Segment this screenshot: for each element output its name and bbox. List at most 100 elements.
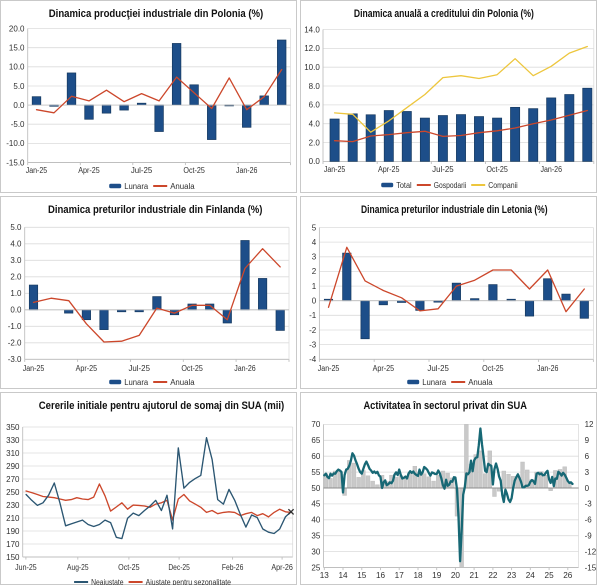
svg-text:12.0: 12.0 [304, 44, 320, 53]
svg-text:65: 65 [311, 436, 320, 445]
svg-text:Apr-25: Apr-25 [76, 364, 98, 373]
svg-text:Oct-25: Oct-25 [486, 165, 508, 174]
svg-text:45: 45 [311, 500, 320, 509]
svg-text:0.0: 0.0 [10, 306, 22, 315]
svg-text:2.0: 2.0 [10, 273, 22, 282]
svg-text:Lunara: Lunara [422, 378, 447, 387]
svg-text:40: 40 [311, 516, 320, 525]
svg-text:50: 50 [311, 484, 320, 493]
svg-text:20: 20 [451, 571, 461, 580]
svg-text:4.0: 4.0 [309, 120, 321, 129]
svg-text:Dinamica preturilor industrial: Dinamica preturilor industriale din Leto… [361, 204, 548, 216]
svg-text:-15: -15 [585, 563, 597, 572]
svg-text:250: 250 [6, 488, 20, 497]
svg-text:Cererile initiale pentru ajuto: Cererile initiale pentru ajutorul de som… [39, 400, 285, 412]
svg-text:350: 350 [6, 423, 20, 432]
svg-text:270: 270 [6, 475, 20, 484]
svg-text:23: 23 [507, 571, 517, 580]
svg-text:10.0: 10.0 [9, 63, 25, 72]
svg-text:-1: -1 [309, 311, 317, 320]
svg-text:Dinamica anuală a creditului d: Dinamica anuală a creditului din Polonia… [354, 8, 534, 20]
svg-text:14: 14 [338, 571, 348, 580]
svg-text:Apr-25: Apr-25 [378, 165, 400, 174]
svg-text:24: 24 [526, 571, 536, 580]
svg-text:Jan-25: Jan-25 [324, 165, 346, 174]
svg-text:Dinamica producţiei industrial: Dinamica producţiei industriale din Polo… [49, 8, 264, 20]
svg-text:330: 330 [6, 436, 20, 445]
svg-text:9: 9 [585, 436, 590, 445]
svg-text:0: 0 [585, 484, 590, 493]
svg-text:Jan-25: Jan-25 [26, 166, 48, 175]
svg-text:1.0: 1.0 [10, 289, 22, 298]
svg-text:35: 35 [311, 532, 320, 541]
svg-text:10.0: 10.0 [304, 63, 320, 72]
svg-text:Neajustate: Neajustate [91, 578, 124, 585]
svg-text:Jul-25: Jul-25 [131, 166, 153, 175]
svg-text:Dinamica preturilor industrial: Dinamica preturilor industriale din Finl… [48, 204, 263, 216]
svg-text:3: 3 [585, 468, 590, 477]
svg-text:Apr-25: Apr-25 [373, 364, 395, 373]
svg-text:-4: -4 [309, 355, 317, 364]
svg-text:310: 310 [6, 449, 20, 458]
svg-text:290: 290 [6, 462, 20, 471]
svg-text:Jul-25: Jul-25 [128, 364, 150, 373]
svg-text:19: 19 [432, 571, 442, 580]
svg-text:-15.0: -15.0 [6, 158, 25, 167]
svg-text:Total: Total [396, 181, 412, 190]
svg-text:230: 230 [6, 501, 20, 510]
svg-text:4.0: 4.0 [10, 240, 22, 249]
svg-text:-6: -6 [585, 516, 593, 525]
svg-text:Anuala: Anuala [170, 182, 195, 191]
svg-text:3: 3 [312, 253, 317, 262]
svg-text:Anuala: Anuala [468, 378, 493, 387]
svg-text:30: 30 [311, 547, 320, 556]
svg-text:Jan-25: Jan-25 [23, 364, 45, 373]
svg-text:-3: -3 [585, 500, 593, 509]
svg-text:210: 210 [6, 514, 20, 523]
svg-text:Oct-25: Oct-25 [482, 364, 504, 373]
svg-text:Oct-25: Oct-25 [181, 364, 203, 373]
svg-text:15.0: 15.0 [9, 43, 25, 52]
svg-text:2: 2 [312, 267, 317, 276]
svg-text:Ajustate pentru sezonalitate: Ajustate pentru sezonalitate [146, 578, 232, 585]
svg-text:-5.0: -5.0 [11, 120, 25, 129]
svg-text:-10.0: -10.0 [6, 139, 25, 148]
svg-text:Jan-26: Jan-26 [540, 165, 562, 174]
svg-text:3.0: 3.0 [10, 256, 22, 265]
svg-text:Feb-26: Feb-26 [222, 563, 244, 572]
svg-text:170: 170 [6, 540, 20, 549]
svg-text:Jan-26: Jan-26 [234, 364, 256, 373]
svg-text:25: 25 [545, 571, 555, 580]
svg-text:Jan-26: Jan-26 [537, 364, 559, 373]
svg-text:5.0: 5.0 [10, 223, 22, 232]
svg-text:6.0: 6.0 [309, 101, 321, 110]
svg-text:Jul-25: Jul-25 [427, 364, 449, 373]
svg-text:18: 18 [413, 571, 423, 580]
svg-text:4: 4 [312, 238, 317, 247]
svg-text:8.0: 8.0 [309, 82, 321, 91]
svg-text:Apr-26: Apr-26 [271, 563, 293, 572]
svg-text:0: 0 [312, 297, 317, 306]
svg-text:Apr-25: Apr-25 [78, 166, 100, 175]
svg-text:16: 16 [376, 571, 386, 580]
svg-text:Lunara: Lunara [124, 182, 149, 191]
svg-text:150: 150 [6, 553, 20, 562]
svg-text:-2: -2 [309, 326, 317, 335]
svg-text:-3: -3 [309, 340, 317, 349]
svg-text:20.0: 20.0 [9, 24, 25, 33]
svg-text:25: 25 [311, 563, 320, 572]
svg-text:17: 17 [395, 571, 405, 580]
svg-text:Oct-25: Oct-25 [183, 166, 205, 175]
svg-text:13: 13 [320, 571, 330, 580]
svg-text:-1.0: -1.0 [8, 322, 22, 331]
svg-text:12: 12 [585, 420, 594, 429]
svg-text:Jan-25: Jan-25 [318, 364, 340, 373]
svg-text:Gospodarii: Gospodarii [434, 181, 467, 190]
svg-text:Anuala: Anuala [170, 378, 195, 387]
svg-text:60: 60 [311, 452, 320, 461]
svg-text:0.0: 0.0 [13, 101, 25, 110]
svg-text:-3.0: -3.0 [8, 355, 22, 364]
svg-text:-9: -9 [585, 532, 593, 541]
svg-text:-12: -12 [585, 547, 597, 556]
svg-text:Dec-25: Dec-25 [168, 563, 190, 572]
